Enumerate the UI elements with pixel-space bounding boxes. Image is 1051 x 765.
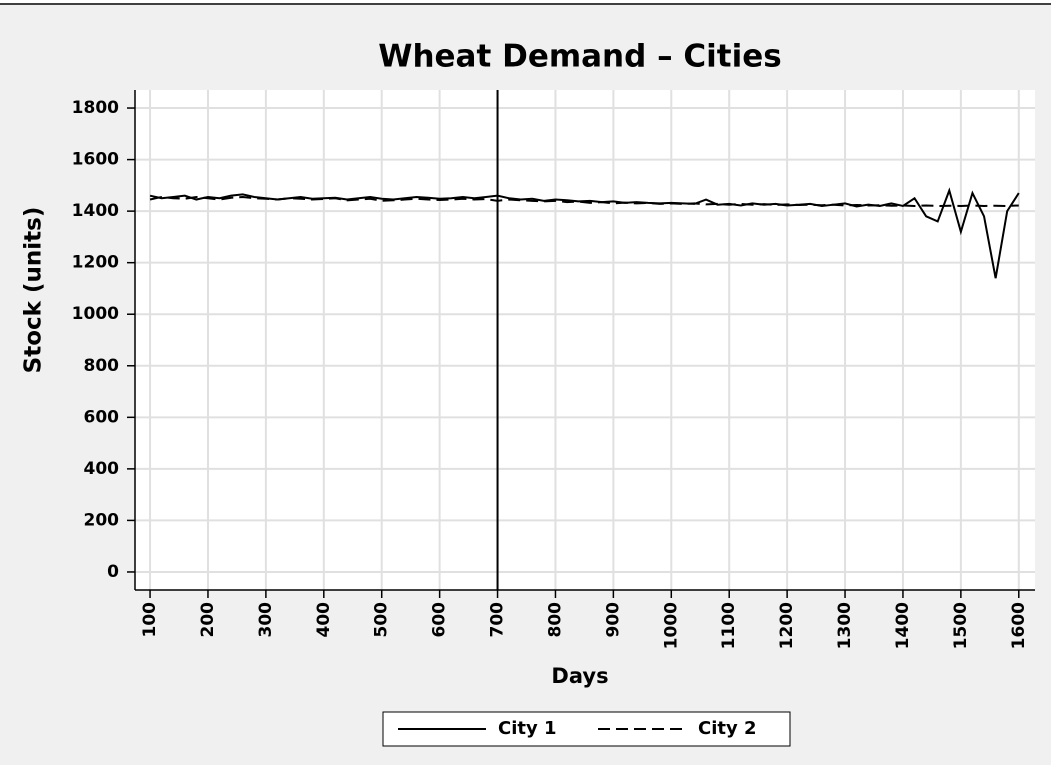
x-tick-label: 800 bbox=[545, 602, 565, 638]
x-tick-label: 700 bbox=[488, 602, 508, 638]
x-tick-label: 400 bbox=[314, 602, 334, 638]
x-tick-label: 200 bbox=[198, 602, 218, 638]
y-axis-label: Stock (units) bbox=[21, 207, 47, 374]
chart-title: Wheat Demand – Cities bbox=[378, 39, 781, 75]
y-tick-label: 200 bbox=[84, 510, 120, 530]
x-axis-label: Days bbox=[551, 664, 608, 688]
top-band bbox=[0, 0, 1051, 5]
y-tick-label: 600 bbox=[84, 407, 120, 427]
legend-label: City 1 bbox=[498, 718, 557, 739]
legend-label: City 2 bbox=[698, 718, 757, 739]
y-tick-label: 1000 bbox=[72, 304, 119, 324]
x-tick-label: 1600 bbox=[1009, 602, 1029, 649]
x-tick-label: 1400 bbox=[893, 602, 913, 649]
y-tick-label: 1800 bbox=[72, 98, 119, 118]
x-tick-label: 1300 bbox=[835, 602, 855, 649]
y-tick-label: 800 bbox=[84, 356, 120, 376]
y-tick-label: 1200 bbox=[72, 253, 119, 273]
x-tick-label: 1100 bbox=[719, 602, 739, 649]
y-tick-label: 400 bbox=[84, 459, 120, 479]
series-line bbox=[149, 195, 1019, 207]
y-tick-label: 0 bbox=[107, 562, 119, 582]
x-tick-label: 300 bbox=[256, 602, 276, 638]
x-tick-label: 900 bbox=[603, 602, 623, 638]
x-tick-label: 500 bbox=[372, 602, 392, 638]
x-tick-label: 100 bbox=[140, 602, 160, 638]
plot-area bbox=[135, 90, 1035, 590]
y-tick-label: 1400 bbox=[72, 201, 119, 221]
x-tick-label: 1500 bbox=[951, 602, 971, 649]
x-tick-label: 600 bbox=[430, 602, 450, 638]
y-tick-label: 1600 bbox=[72, 150, 119, 170]
x-tick-label: 1200 bbox=[777, 602, 797, 649]
x-tick-label: 1000 bbox=[661, 602, 681, 649]
